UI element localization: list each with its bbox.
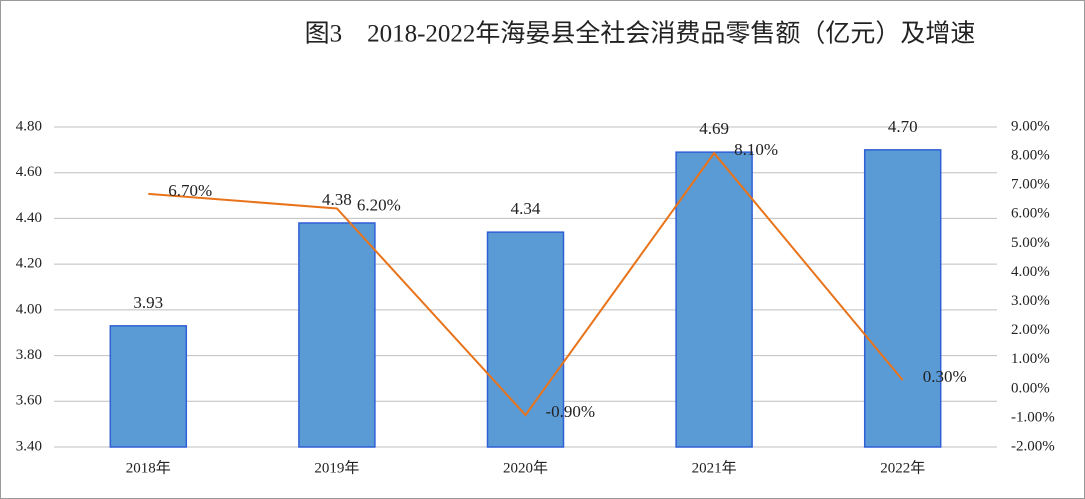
x-tick-label: 2020年 — [503, 459, 548, 476]
y-tick-label: 4.40 — [16, 210, 42, 226]
y2-tick-label: -1.00% — [1011, 409, 1055, 425]
x-tick-label: 2018年 — [126, 459, 171, 476]
y2-tick-label: 5.00% — [1011, 235, 1050, 251]
chart-title: 图3 2018-2022年海晏县全社会消费品零售额（亿元）及增速 — [305, 20, 976, 48]
y-tick-label: 4.80 — [16, 118, 42, 134]
bar — [486, 231, 565, 448]
y2-tick-label: 1.00% — [1011, 351, 1050, 367]
bar-value-label: 4.34 — [511, 199, 541, 218]
line-value-label: 6.70% — [168, 181, 212, 200]
y2-tick-label: 9.00% — [1011, 118, 1050, 134]
bar — [298, 222, 376, 448]
line-value-label: -0.90% — [546, 402, 596, 421]
y-tick-label: 3.80 — [16, 347, 42, 363]
y2-tick-label: 7.00% — [1011, 177, 1050, 193]
y2-tick-label: 2.00% — [1011, 322, 1050, 338]
y2-tick-label: 3.00% — [1011, 293, 1050, 309]
bar — [109, 325, 188, 448]
x-tick-label: 2019年 — [314, 459, 359, 476]
y2-tick-label: -2.00% — [1011, 438, 1055, 454]
line-value-label: 0.30% — [923, 367, 967, 386]
bar-value-label: 3.93 — [133, 293, 163, 312]
y2-tick-label: 6.00% — [1011, 206, 1050, 222]
x-tick-label: 2022年 — [880, 459, 925, 476]
bar — [675, 151, 753, 448]
bar-value-label: 4.69 — [699, 119, 729, 138]
line — [148, 151, 904, 417]
line-value-label: 6.20% — [357, 195, 401, 214]
bar — [863, 149, 942, 448]
bar-value-label: 4.38 — [322, 190, 352, 209]
y-tick-label: 4.60 — [16, 164, 42, 180]
y-tick-label: 3.60 — [16, 393, 42, 409]
y-tick-label: 3.40 — [16, 438, 42, 454]
y2-tick-label: 4.00% — [1011, 264, 1050, 280]
bar-value-label: 4.70 — [888, 117, 918, 136]
y-tick-label: 4.00 — [16, 301, 42, 317]
x-tick-label: 2021年 — [692, 459, 737, 476]
line-value-label: 8.10% — [734, 140, 778, 159]
y-tick-label: 4.20 — [16, 256, 42, 272]
y2-tick-label: 0.00% — [1011, 380, 1050, 396]
y2-tick-label: 8.00% — [1011, 148, 1050, 164]
